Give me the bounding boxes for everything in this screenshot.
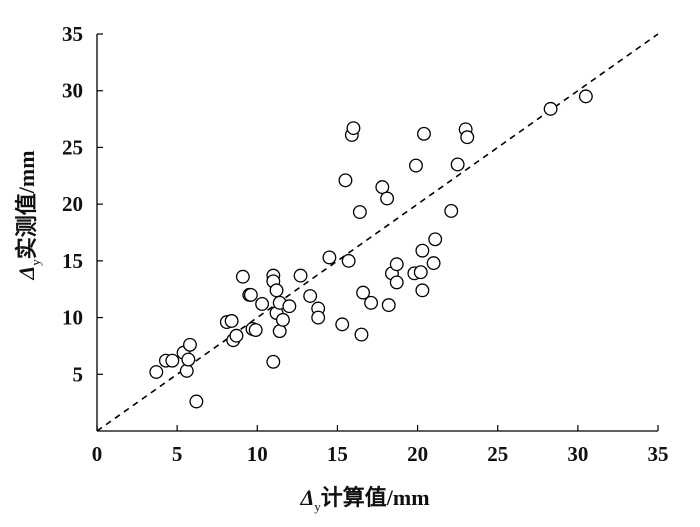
data-points: [149, 89, 593, 409]
y-tick-label: 15: [62, 249, 83, 273]
y-tick-label: 30: [62, 79, 83, 103]
data-point: [229, 328, 244, 343]
data-point: [381, 298, 396, 313]
data-point: [389, 275, 404, 290]
y-tick-label: 20: [62, 192, 83, 216]
data-point: [335, 317, 350, 332]
data-point: [341, 253, 356, 268]
x-axis-title-text: 计算值/mm: [321, 485, 430, 510]
data-point: [413, 265, 428, 280]
data-point: [293, 268, 308, 283]
data-point: [255, 297, 270, 311]
x-tick-label: 20: [407, 442, 428, 466]
y-axis-title-subscript: y: [28, 259, 43, 266]
y-tick-label: 35: [62, 22, 83, 46]
data-point: [149, 365, 164, 379]
data-point: [409, 158, 423, 173]
data-point: [266, 354, 281, 369]
data-point: [183, 337, 197, 352]
x-tick-label: 10: [247, 442, 268, 466]
data-point: [375, 180, 390, 195]
data-point: [426, 256, 441, 271]
x-tick-label: 35: [648, 442, 669, 466]
x-tick-label: 30: [567, 442, 588, 466]
data-point: [165, 353, 180, 368]
data-point: [428, 232, 443, 247]
data-point: [389, 257, 404, 272]
data-point: [248, 323, 263, 337]
data-point: [352, 205, 367, 220]
data-point: [224, 314, 239, 328]
data-point: [364, 295, 379, 310]
y-tick-label: 25: [62, 135, 83, 159]
axes: [96, 33, 659, 432]
data-point: [322, 250, 337, 265]
y-axis-title: Δy实测值/mm: [14, 150, 43, 280]
x-axis-title-symbol: Δ: [299, 485, 314, 510]
data-point: [444, 203, 459, 218]
data-point: [269, 283, 284, 298]
data-point: [275, 312, 290, 327]
data-point: [282, 299, 297, 314]
x-tick-label: 15: [327, 442, 348, 466]
x-tick-label: 5: [172, 442, 183, 466]
x-tick-label: 25: [487, 442, 508, 466]
data-point: [243, 287, 258, 302]
data-point: [354, 327, 369, 342]
x-tick-label: 0: [92, 442, 103, 466]
y-axis-title-text: 实测值/mm: [14, 150, 39, 259]
y-tick-label: 10: [62, 306, 83, 330]
data-point: [179, 363, 194, 378]
x-axis-title: Δy计算值/mm: [299, 485, 429, 514]
data-point: [415, 283, 430, 298]
x-axis-title-subscript: y: [314, 499, 321, 514]
data-point: [356, 285, 371, 300]
data-point: [415, 243, 430, 258]
y-tick-label: 5: [73, 362, 84, 386]
data-point: [346, 121, 361, 136]
data-point: [543, 101, 558, 116]
data-point: [578, 89, 593, 104]
data-point: [235, 269, 250, 284]
tick-labels: 0 5 10 15 20 25 30 35 5 10 15 20 25 30 35: [62, 22, 669, 466]
data-point: [303, 289, 318, 303]
data-point: [181, 352, 196, 367]
data-point: [189, 394, 204, 409]
data-point: [272, 324, 287, 339]
data-point: [417, 126, 431, 141]
data-point: [338, 173, 353, 188]
y-axis-title-symbol: Δ: [14, 266, 39, 281]
data-point: [450, 157, 465, 172]
data-point: [380, 191, 395, 206]
data-point: [460, 130, 475, 145]
data-point: [311, 310, 326, 325]
